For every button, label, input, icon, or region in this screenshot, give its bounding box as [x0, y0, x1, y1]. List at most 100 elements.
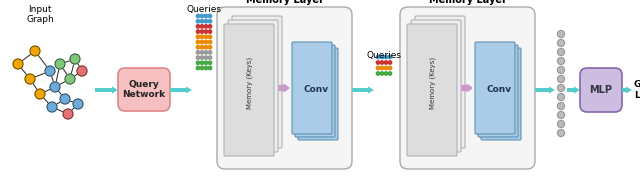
- Circle shape: [388, 66, 392, 70]
- Circle shape: [384, 61, 388, 64]
- Circle shape: [204, 66, 208, 70]
- Circle shape: [196, 61, 200, 64]
- Text: Query
Network: Query Network: [122, 80, 166, 99]
- Circle shape: [47, 102, 57, 112]
- Circle shape: [557, 103, 564, 110]
- Circle shape: [204, 35, 208, 38]
- FancyBboxPatch shape: [481, 48, 521, 140]
- Circle shape: [384, 66, 388, 70]
- FancyArrow shape: [170, 86, 192, 93]
- FancyArrow shape: [462, 84, 472, 91]
- FancyArrow shape: [622, 86, 632, 93]
- Circle shape: [204, 30, 208, 33]
- Circle shape: [63, 109, 73, 119]
- Text: Graph
Label: Graph Label: [634, 80, 640, 100]
- Circle shape: [200, 30, 204, 33]
- Text: Memory Layer: Memory Layer: [429, 0, 506, 5]
- Circle shape: [208, 56, 212, 59]
- FancyArrow shape: [95, 86, 118, 93]
- Circle shape: [13, 59, 23, 69]
- Circle shape: [55, 59, 65, 69]
- Circle shape: [376, 66, 380, 70]
- FancyArrow shape: [535, 86, 555, 93]
- Text: Memory (Keys): Memory (Keys): [247, 57, 253, 109]
- Circle shape: [376, 72, 380, 75]
- Circle shape: [208, 25, 212, 28]
- Circle shape: [45, 66, 55, 76]
- Circle shape: [196, 45, 200, 49]
- Circle shape: [204, 14, 208, 18]
- Circle shape: [388, 55, 392, 59]
- Circle shape: [35, 89, 45, 99]
- Circle shape: [73, 99, 83, 109]
- Circle shape: [557, 84, 564, 91]
- FancyBboxPatch shape: [580, 68, 622, 112]
- Circle shape: [196, 25, 200, 28]
- Circle shape: [204, 25, 208, 28]
- Circle shape: [376, 55, 380, 59]
- Circle shape: [200, 45, 204, 49]
- Text: Queries: Queries: [367, 51, 401, 60]
- Circle shape: [388, 61, 392, 64]
- Circle shape: [557, 67, 564, 74]
- FancyBboxPatch shape: [224, 24, 274, 156]
- Circle shape: [70, 54, 80, 64]
- Circle shape: [557, 30, 564, 37]
- Circle shape: [384, 72, 388, 75]
- Text: Input
Graph: Input Graph: [26, 5, 54, 24]
- FancyBboxPatch shape: [411, 20, 461, 152]
- Circle shape: [196, 14, 200, 18]
- FancyBboxPatch shape: [478, 45, 518, 137]
- Circle shape: [196, 35, 200, 38]
- Circle shape: [204, 20, 208, 23]
- Circle shape: [557, 76, 564, 83]
- FancyBboxPatch shape: [217, 7, 352, 169]
- Circle shape: [60, 94, 70, 104]
- FancyBboxPatch shape: [232, 16, 282, 148]
- Circle shape: [557, 57, 564, 64]
- Circle shape: [557, 112, 564, 118]
- FancyArrow shape: [279, 84, 289, 91]
- Circle shape: [200, 35, 204, 38]
- Circle shape: [388, 72, 392, 75]
- Circle shape: [204, 51, 208, 54]
- Circle shape: [200, 51, 204, 54]
- FancyBboxPatch shape: [400, 7, 535, 169]
- Circle shape: [208, 14, 212, 18]
- Circle shape: [208, 66, 212, 70]
- Circle shape: [384, 55, 388, 59]
- FancyBboxPatch shape: [292, 42, 332, 134]
- Text: Memory Layer: Memory Layer: [246, 0, 323, 5]
- Circle shape: [196, 20, 200, 23]
- Circle shape: [204, 56, 208, 59]
- Circle shape: [200, 20, 204, 23]
- FancyBboxPatch shape: [295, 45, 335, 137]
- Circle shape: [204, 61, 208, 64]
- Circle shape: [200, 25, 204, 28]
- Text: Conv: Conv: [303, 86, 328, 95]
- Circle shape: [25, 74, 35, 84]
- Circle shape: [208, 51, 212, 54]
- Circle shape: [77, 66, 87, 76]
- Circle shape: [196, 66, 200, 70]
- Circle shape: [376, 61, 380, 64]
- Circle shape: [200, 61, 204, 64]
- Circle shape: [204, 45, 208, 49]
- Circle shape: [557, 93, 564, 100]
- Circle shape: [196, 51, 200, 54]
- FancyBboxPatch shape: [118, 68, 170, 111]
- Circle shape: [208, 35, 212, 38]
- Circle shape: [200, 14, 204, 18]
- Circle shape: [380, 61, 384, 64]
- FancyBboxPatch shape: [298, 48, 338, 140]
- Circle shape: [208, 45, 212, 49]
- Circle shape: [204, 40, 208, 44]
- Circle shape: [208, 30, 212, 33]
- Circle shape: [380, 55, 384, 59]
- Circle shape: [196, 40, 200, 44]
- Circle shape: [30, 46, 40, 56]
- Circle shape: [196, 30, 200, 33]
- Circle shape: [200, 66, 204, 70]
- Text: MLP: MLP: [589, 85, 612, 95]
- Circle shape: [200, 40, 204, 44]
